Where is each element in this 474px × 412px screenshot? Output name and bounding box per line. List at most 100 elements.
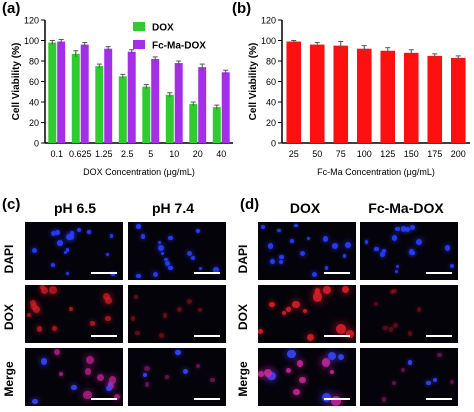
y-tick-label: 0 bbox=[271, 139, 276, 149]
bar-fc-ma-dox bbox=[198, 67, 207, 143]
cell-spot bbox=[183, 368, 189, 374]
x-tick-label: 200 bbox=[451, 149, 466, 159]
bar-dox bbox=[71, 53, 80, 144]
panel-c-row-dapi: DAPI bbox=[2, 244, 16, 274]
bar-fc-ma-dox bbox=[80, 44, 89, 143]
cell-spot bbox=[416, 239, 422, 246]
panel-label-d: (d) bbox=[240, 196, 260, 213]
x-tick-label: 0.1 bbox=[50, 149, 63, 159]
cell-spot bbox=[302, 308, 307, 313]
chart-b: 0 20 40 60 80 100 120 Cell Viability (%) 25 50 75 1… bbox=[248, 16, 470, 177]
x-axis-label: DOX Concentration (μg/mL) bbox=[83, 167, 195, 177]
cell-spot bbox=[168, 265, 173, 271]
microscopy-image bbox=[25, 222, 123, 280]
cell-spot bbox=[197, 308, 202, 313]
cell-spot bbox=[70, 384, 77, 391]
x-tick-label: 25 bbox=[289, 149, 299, 159]
y-tick-label: 0 bbox=[34, 139, 39, 149]
cell-spot bbox=[314, 288, 321, 295]
cell-spot bbox=[382, 397, 387, 402]
cell-spot bbox=[395, 226, 401, 232]
cell-spot bbox=[401, 367, 406, 372]
microscopy-image bbox=[25, 285, 123, 343]
cell-spot bbox=[135, 330, 140, 336]
cell-spot bbox=[109, 376, 117, 384]
cell-spot bbox=[323, 285, 331, 294]
cell-spot bbox=[405, 226, 411, 232]
bar-dox bbox=[212, 107, 221, 143]
cell-spot bbox=[68, 234, 74, 240]
bar-fc-ma bbox=[309, 44, 325, 143]
chart-a: 0 20 40 60 80 100 120 Cell Viability (%) 0.1 0.62… bbox=[11, 16, 233, 177]
cell-spot bbox=[433, 377, 438, 382]
bar-fc-ma-dox bbox=[221, 72, 230, 143]
cell-spot bbox=[325, 266, 329, 270]
cell-spot bbox=[51, 262, 56, 267]
cell-spot bbox=[198, 266, 203, 271]
x-tick-label: 20 bbox=[193, 149, 203, 159]
scale-bar bbox=[194, 398, 220, 400]
cell-spot bbox=[86, 230, 91, 234]
bar-dox bbox=[189, 104, 198, 143]
scale-bar bbox=[324, 272, 350, 274]
cell-spot bbox=[342, 286, 350, 294]
scale-bar bbox=[426, 272, 452, 274]
cell-spot bbox=[113, 394, 120, 400]
microscopy-image bbox=[128, 285, 226, 343]
cell-spot bbox=[267, 371, 276, 380]
cell-spot bbox=[213, 266, 220, 273]
cell-spot bbox=[157, 240, 161, 244]
bar-dox bbox=[165, 94, 174, 143]
cell-spot bbox=[306, 334, 314, 342]
cell-spot bbox=[373, 302, 378, 307]
scale-bar bbox=[324, 335, 350, 337]
cell-spot bbox=[293, 389, 300, 396]
bar-dox bbox=[142, 86, 151, 143]
legend-swatch bbox=[133, 22, 145, 31]
cell-spot bbox=[106, 385, 113, 392]
cell-spot bbox=[40, 286, 48, 295]
x-tick-label: 100 bbox=[357, 149, 372, 159]
cell-spot bbox=[267, 243, 274, 249]
cell-spot bbox=[136, 224, 141, 229]
cell-spot bbox=[416, 307, 421, 312]
cell-spot bbox=[331, 396, 341, 406]
legend-label: Fc-Ma-DOX bbox=[152, 41, 206, 52]
cell-spot bbox=[336, 324, 346, 334]
cell-spot bbox=[260, 225, 265, 230]
cell-spot bbox=[69, 231, 75, 236]
scale-bar bbox=[91, 272, 117, 274]
cell-spot bbox=[323, 236, 329, 242]
cell-spot bbox=[277, 228, 281, 233]
cell-spot bbox=[152, 271, 158, 277]
cell-spot bbox=[105, 315, 112, 322]
cell-spot bbox=[186, 298, 192, 304]
panel-label-c: (c) bbox=[2, 196, 21, 213]
cell-spot bbox=[65, 271, 70, 276]
cell-spot bbox=[437, 352, 442, 358]
bar-fc-ma bbox=[403, 52, 419, 143]
cell-spot bbox=[65, 248, 70, 253]
cell-spot bbox=[76, 228, 82, 233]
microscopy-image bbox=[360, 222, 458, 280]
cell-spot bbox=[36, 326, 43, 333]
bar-dox bbox=[95, 66, 104, 143]
cell-spot bbox=[175, 349, 181, 356]
cell-spot bbox=[190, 255, 195, 260]
bar-fc-ma-dox bbox=[174, 63, 183, 143]
cell-spot bbox=[299, 250, 306, 256]
cell-spot bbox=[328, 352, 337, 361]
microscopy-image bbox=[128, 222, 226, 280]
cell-spot bbox=[157, 244, 164, 251]
x-tick-label: 150 bbox=[404, 149, 419, 159]
cell-spot bbox=[196, 363, 201, 369]
cell-spot bbox=[85, 368, 92, 375]
cell-spot bbox=[40, 285, 45, 290]
cell-spot bbox=[196, 228, 201, 233]
y-tick-label: 120 bbox=[24, 16, 39, 26]
cell-spot bbox=[164, 374, 170, 379]
cell-spot bbox=[161, 252, 165, 256]
panel-d-col-2: Fc-Ma-DOX bbox=[368, 200, 444, 216]
cell-spot bbox=[176, 306, 182, 313]
scale-bar bbox=[426, 398, 452, 400]
